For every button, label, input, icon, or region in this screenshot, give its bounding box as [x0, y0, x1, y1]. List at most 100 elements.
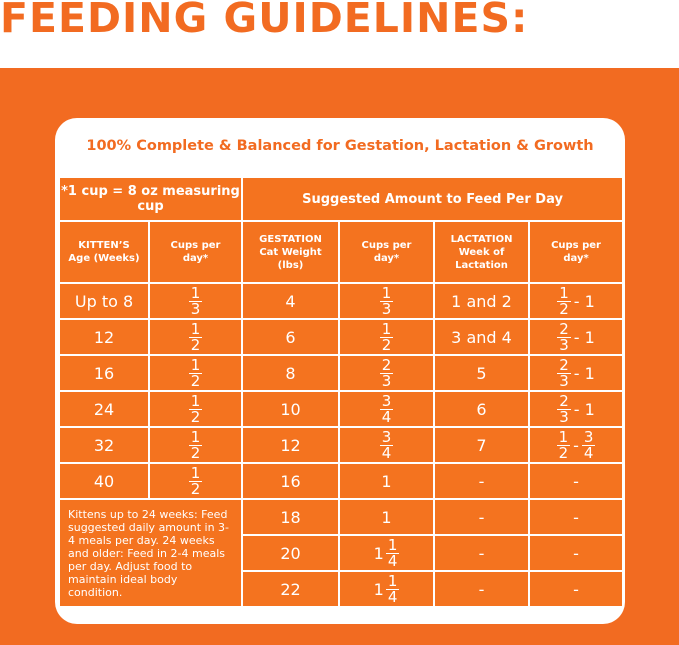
table-row: 22 1 1 4 - -: [59, 570, 625, 608]
table-cell: -: [527, 462, 625, 500]
title: FEEDING GUIDELINES:: [0, 0, 529, 42]
cell-text: 1: [381, 471, 392, 491]
numerator: 2: [557, 355, 571, 374]
table-cell: 10: [241, 390, 340, 428]
cell-text: 20: [280, 543, 301, 563]
cell-text: 1: [381, 507, 392, 527]
numerator: 2: [379, 355, 394, 374]
table-cell: 8: [241, 354, 340, 392]
table-cell: 22: [241, 570, 340, 608]
denominator: 2: [559, 299, 569, 318]
table-cell: -: [527, 570, 625, 608]
numerator: 1: [188, 427, 203, 446]
table-cell: -: [433, 462, 530, 500]
cell-text: - 1: [573, 363, 595, 383]
cell-text: Up to 8: [74, 291, 134, 311]
card: 100% Complete & Balanced for Gestation, …: [55, 118, 625, 624]
cell-text: 12: [93, 327, 115, 347]
denominator: 2: [381, 335, 392, 354]
numerator: 1: [188, 391, 203, 410]
table-row: 16 1 2 8 2 3 5 2 3- 1: [58, 354, 625, 392]
note-cell: Kittens up to 24 weeks: Feed suggested d…: [58, 498, 243, 608]
table-cell: 16: [241, 462, 340, 500]
column-header: Cups per day*: [148, 220, 243, 284]
table-cell: 1: [338, 462, 435, 500]
cell-text: 16: [93, 363, 115, 383]
cell-text: -: [478, 579, 485, 599]
denominator: 2: [190, 443, 201, 462]
column-header: Cups per day*: [527, 220, 625, 284]
denominator: 2: [558, 443, 569, 462]
denominator: 3: [381, 371, 392, 390]
denominator: 2: [190, 335, 201, 354]
cell-text: 10: [280, 399, 301, 419]
denominator: 4: [381, 407, 392, 426]
table-row: 40 1 2 16 1- -: [58, 462, 625, 500]
column-header: Cups per day*: [338, 220, 435, 284]
denominator: 3: [190, 299, 201, 318]
cell-text: 22: [280, 579, 301, 599]
cell-text: 3 and 4: [451, 327, 512, 347]
table-cell: 20: [241, 534, 340, 572]
numerator: 3: [581, 427, 596, 446]
feeding-table: *1 cup = 8 oz measuring cup Suggested Amo…: [58, 176, 625, 608]
denominator: 3: [559, 407, 569, 426]
table-cell: 1: [338, 498, 435, 536]
cell-text: -: [573, 471, 579, 491]
cell-text: 8: [285, 363, 296, 383]
numerator: 3: [379, 427, 394, 446]
numerator: 1: [556, 427, 571, 446]
denominator: 3: [381, 299, 392, 318]
numerator: 1: [379, 283, 394, 302]
denominator: 2: [190, 407, 201, 426]
denominator: 2: [190, 371, 201, 390]
table-cell: 40: [58, 462, 150, 500]
subtitle: 100% Complete & Balanced for Gestation, …: [86, 138, 594, 154]
denominator: 3: [559, 335, 569, 354]
whole-number: 1: [373, 543, 384, 563]
numerator: 2: [557, 319, 571, 338]
table-cell: 4: [241, 282, 340, 320]
cell-text: 24: [93, 399, 115, 419]
cell-text: - 1: [573, 327, 595, 347]
numerator: 3: [379, 391, 394, 410]
numerator: 1: [379, 319, 394, 338]
table-cell: 1 and 2: [433, 282, 530, 320]
cell-text: -: [573, 507, 579, 527]
numerator: 1: [188, 463, 203, 482]
cell-text: 12: [280, 435, 301, 455]
cell-text: 7: [476, 435, 487, 455]
cell-text: 6: [285, 327, 296, 347]
cell-text: -: [573, 543, 579, 563]
table-cell: 12: [241, 426, 340, 464]
cell-text: 18: [280, 507, 301, 527]
header-row: *1 cup = 8 oz measuring cup Suggested Amo…: [58, 176, 625, 222]
cell-text: 1 and 2: [451, 291, 512, 311]
table-cell: 7: [433, 426, 530, 464]
